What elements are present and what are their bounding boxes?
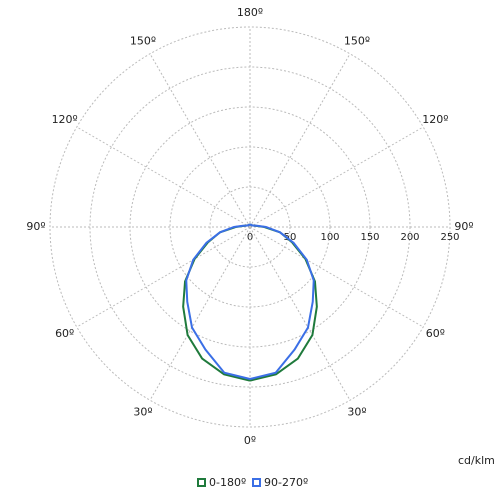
- theta-tick-label: 90º: [26, 220, 45, 233]
- theta-tick-label: 150º: [344, 35, 370, 48]
- legend-label: 90-270º: [264, 476, 308, 489]
- grid-spoke: [76, 126, 251, 228]
- grid-spoke: [249, 126, 424, 228]
- grid-spoke: [249, 53, 351, 228]
- series-line: [185, 223, 251, 380]
- theta-tick-label: 30º: [133, 405, 152, 418]
- theta-tick-label: 60º: [426, 327, 445, 340]
- series-line: [249, 223, 315, 380]
- grid-ring: [49, 26, 451, 428]
- legend-swatch: [197, 478, 206, 487]
- r-tick-label: 200: [400, 232, 419, 243]
- r-tick-label: 100: [320, 232, 339, 243]
- legend-swatch: [252, 478, 261, 487]
- theta-tick-label: 90º: [454, 220, 473, 233]
- r-tick-label: 250: [440, 232, 459, 243]
- theta-tick-label: 180º: [237, 6, 263, 19]
- series-line: [249, 223, 318, 382]
- theta-tick-label: 0º: [244, 434, 256, 447]
- grid-spoke: [76, 226, 251, 328]
- r-tick-label: 50: [284, 232, 297, 243]
- r-tick-label: 0: [247, 232, 253, 243]
- grid-spoke: [149, 53, 251, 228]
- legend-label: 0-180º: [209, 476, 246, 489]
- r-tick-label: 150: [360, 232, 379, 243]
- grid-spoke: [249, 226, 351, 401]
- theta-tick-label: 120º: [422, 113, 448, 126]
- theta-tick-label: 150º: [130, 35, 156, 48]
- grid-spoke: [149, 226, 251, 401]
- series-line: [182, 223, 251, 382]
- theta-tick-label: 30º: [347, 405, 366, 418]
- grid-spoke: [249, 226, 424, 328]
- theta-tick-label: 60º: [55, 327, 74, 340]
- theta-tick-label: 120º: [52, 113, 78, 126]
- unit-label: cd/klm: [458, 454, 495, 467]
